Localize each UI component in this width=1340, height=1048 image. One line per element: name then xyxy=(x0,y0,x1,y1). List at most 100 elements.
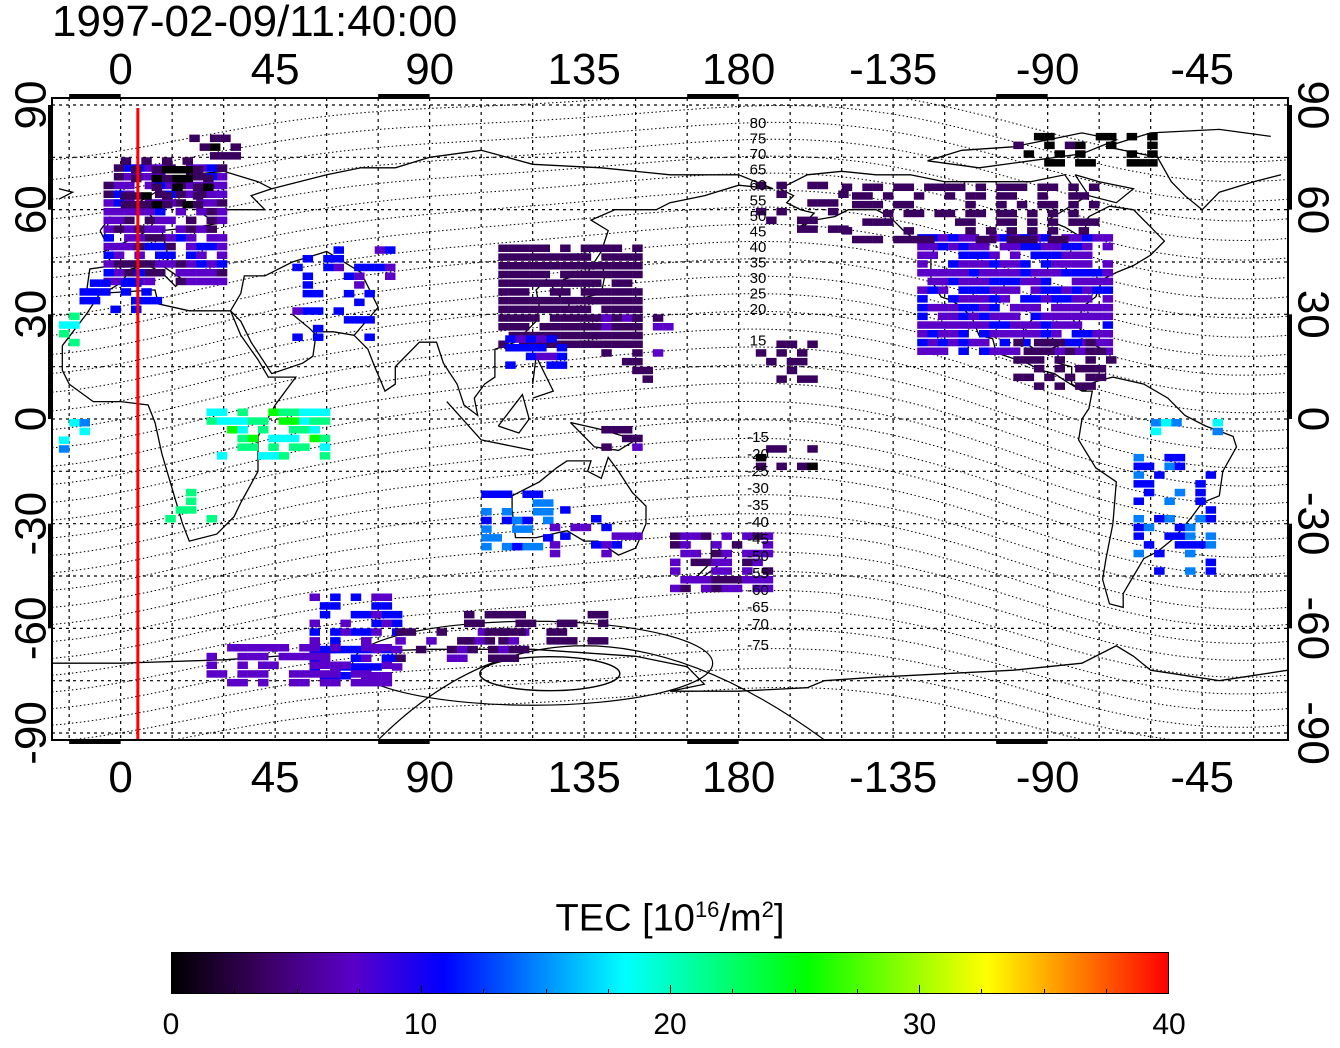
tec-cell xyxy=(330,661,341,669)
tec-cell xyxy=(299,678,310,687)
tec-cell xyxy=(1102,347,1114,355)
tec-cell xyxy=(216,260,228,268)
tec-cell xyxy=(350,678,362,687)
tec-cell xyxy=(371,619,382,628)
tec-cell xyxy=(340,645,351,654)
tec-cell xyxy=(776,375,787,383)
tec-cell xyxy=(155,269,166,277)
tec-cell xyxy=(762,576,774,584)
tec-cell xyxy=(319,602,331,610)
tec-cell xyxy=(216,417,228,425)
tec-cell xyxy=(1092,312,1103,321)
tec-cell xyxy=(498,314,509,322)
tec-cell xyxy=(917,347,928,355)
tec-cell xyxy=(364,316,375,324)
tec-cell xyxy=(1054,150,1065,158)
tec-cell xyxy=(621,314,633,322)
tec-cell xyxy=(1013,373,1024,382)
tec-cell xyxy=(580,244,592,252)
tec-cell xyxy=(103,242,114,251)
tec-cell xyxy=(227,417,238,425)
tec-cell xyxy=(958,338,969,347)
tec-cell xyxy=(560,323,571,331)
tec-cell xyxy=(1075,159,1086,167)
tec-cell xyxy=(395,628,406,636)
tec-cell xyxy=(1068,192,1079,200)
tec-cell xyxy=(1133,480,1144,488)
tec-cell xyxy=(1143,541,1155,549)
tec-cell xyxy=(1071,338,1083,347)
tec-cell xyxy=(494,610,506,619)
tec-cell xyxy=(141,200,152,209)
tec-cell xyxy=(989,321,1000,329)
tec-cell xyxy=(120,288,132,296)
tec-cell xyxy=(1027,235,1038,244)
tec-cell xyxy=(220,152,231,160)
tec-cell xyxy=(913,235,925,244)
tec-cell xyxy=(299,417,310,425)
tec-cell xyxy=(1082,286,1093,294)
coastline xyxy=(497,393,530,434)
tec-cell xyxy=(477,637,489,645)
tec-cell xyxy=(642,375,653,383)
contour-label: -15 xyxy=(747,429,769,446)
tec-cell xyxy=(124,269,135,277)
tec-cell xyxy=(151,296,163,305)
tec-cell xyxy=(536,335,547,343)
tec-cell xyxy=(288,408,300,416)
tec-cell xyxy=(1088,200,1100,209)
tec-cell xyxy=(1133,523,1144,532)
tec-cell xyxy=(611,331,623,340)
tec-cell xyxy=(968,234,980,242)
tec-cell xyxy=(464,619,475,628)
tec-cell xyxy=(1033,338,1045,347)
tec-cell xyxy=(611,314,623,322)
tec-cell xyxy=(185,488,197,497)
tec-cell xyxy=(670,532,681,540)
tec-cell xyxy=(591,340,602,348)
tec-cell xyxy=(155,225,166,233)
tec-cell xyxy=(1147,141,1158,150)
tec-cell xyxy=(498,244,509,252)
tec-cell xyxy=(175,506,187,514)
tec-cell xyxy=(172,166,183,174)
tec-cell xyxy=(1064,141,1076,150)
tec-cell xyxy=(532,508,544,516)
tec-cell xyxy=(515,628,526,636)
tec-cell xyxy=(1037,183,1048,191)
tec-cell xyxy=(591,279,602,287)
magnetic-contour xyxy=(52,328,1288,432)
tec-cell xyxy=(1164,462,1175,471)
tec-cell xyxy=(560,288,571,296)
tec-cell xyxy=(893,235,904,244)
tec-cell xyxy=(299,443,310,451)
tec-cell xyxy=(570,253,581,261)
tec-cell xyxy=(580,296,592,305)
tec-cell xyxy=(175,199,187,207)
tec-cell xyxy=(570,270,581,279)
tec-cell xyxy=(776,462,787,471)
tec-cell xyxy=(968,312,980,321)
tec-cell xyxy=(742,558,753,567)
tec-cell xyxy=(361,670,372,678)
tec-cell xyxy=(182,166,193,174)
contour-label: -45 xyxy=(747,531,769,548)
tec-cell xyxy=(601,349,612,357)
map-title: 1997-02-09/11:40:00 xyxy=(52,0,458,46)
tec-cell xyxy=(621,305,633,314)
tec-cell xyxy=(206,652,217,661)
tec-cell xyxy=(1071,330,1083,338)
tec-cell xyxy=(185,216,197,225)
tec-cell xyxy=(508,296,520,305)
tec-cell xyxy=(161,174,173,183)
tec-cell xyxy=(817,181,829,190)
tec-cell xyxy=(350,610,362,619)
tec-cell xyxy=(182,157,193,165)
tec-cell xyxy=(491,534,502,542)
tec-cell xyxy=(776,445,787,453)
tec-cell xyxy=(999,295,1011,303)
tec-cell xyxy=(165,234,176,242)
tec-cell xyxy=(258,652,269,661)
tec-cell xyxy=(192,166,204,174)
tec-cell xyxy=(58,436,70,444)
